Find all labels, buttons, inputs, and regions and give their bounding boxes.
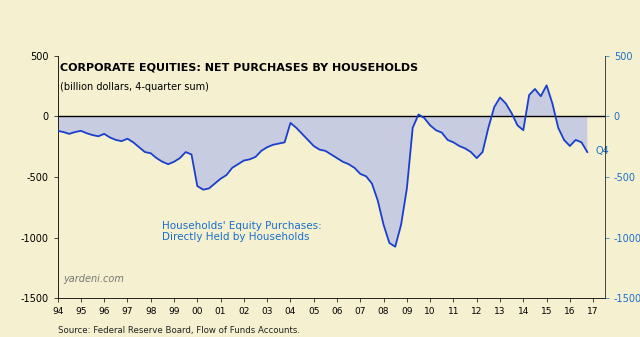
Text: yardeni.com: yardeni.com <box>63 274 124 284</box>
Text: Source: Federal Reserve Board, Flow of Funds Accounts.: Source: Federal Reserve Board, Flow of F… <box>58 326 300 335</box>
Text: CORPORATE EQUITIES: NET PURCHASES BY HOUSEHOLDS: CORPORATE EQUITIES: NET PURCHASES BY HOU… <box>60 63 419 73</box>
Text: Q4: Q4 <box>595 146 609 156</box>
Text: (billion dollars, 4-quarter sum): (billion dollars, 4-quarter sum) <box>60 82 209 92</box>
Text: Households' Equity Purchases:
Directly Held by Households: Households' Equity Purchases: Directly H… <box>161 221 321 242</box>
